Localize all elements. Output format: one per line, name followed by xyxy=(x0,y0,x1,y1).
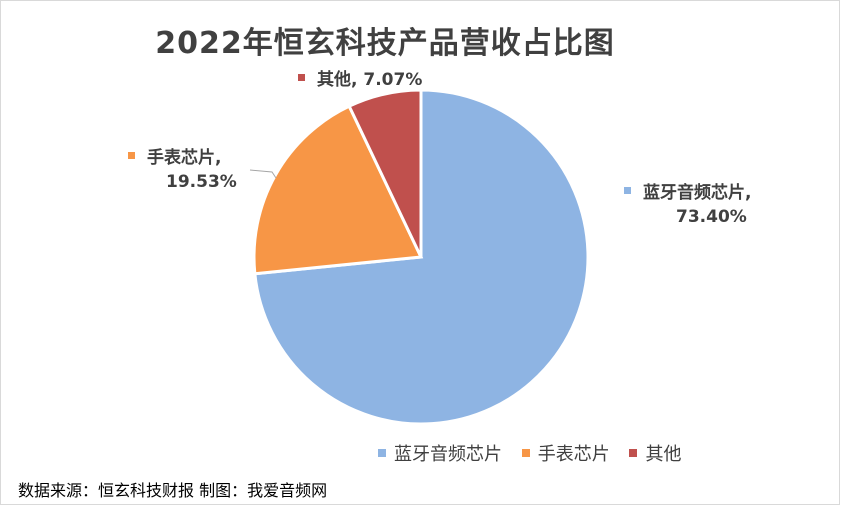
leader-line-watch xyxy=(249,169,277,179)
data-label-bluetooth: 蓝牙音频芯片, 73.40% xyxy=(624,181,751,229)
label-swatch-bluetooth xyxy=(624,186,631,194)
source-note: 数据来源：恒玄科技财报 制图：我爱音频网 xyxy=(18,481,328,500)
legend-item-bluetooth: 蓝牙音频芯片 xyxy=(378,440,502,466)
label-swatch-other xyxy=(298,73,305,81)
legend-item-watch: 手表芯片 xyxy=(521,440,610,466)
chart-legend: 蓝牙音频芯片 手表芯片 其他 xyxy=(378,440,695,466)
slice-other xyxy=(347,88,423,258)
legend-item-other: 其他 xyxy=(629,440,681,466)
slice-watch xyxy=(252,104,424,276)
data-label-watch: 手表芯片, 19.53% xyxy=(128,146,237,194)
data-label-other: 其他, 7.07% xyxy=(298,68,422,92)
label-swatch-watch xyxy=(128,151,135,159)
chart-title: 2022年恒玄科技产品营收占比图 xyxy=(155,26,615,61)
